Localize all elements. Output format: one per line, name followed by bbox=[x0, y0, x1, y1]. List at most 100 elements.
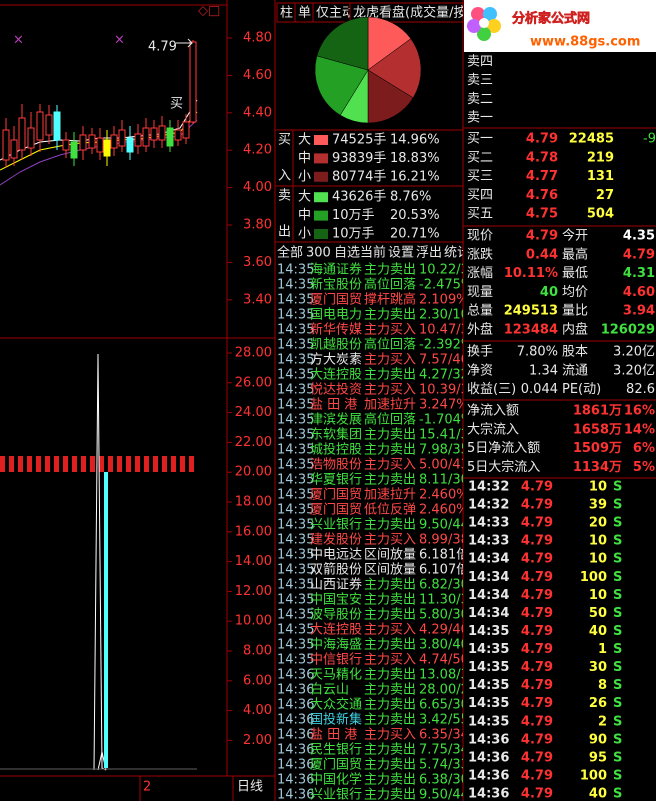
filter-tab[interactable]: 当前 bbox=[360, 245, 386, 261]
quote-value: 4.60 bbox=[623, 285, 655, 300]
quote-label: 均价 bbox=[562, 285, 588, 300]
candle-body bbox=[166, 127, 174, 147]
event-stock[interactable]: 厦门国贸 bbox=[310, 293, 362, 308]
flow-swatch bbox=[314, 192, 328, 203]
flow-swatch bbox=[314, 229, 328, 239]
event-stock[interactable]: 城投控股 bbox=[310, 442, 362, 458]
event-stock[interactable]: 中国宝安 bbox=[310, 593, 362, 608]
window-icons[interactable]: ◇□ bbox=[198, 4, 220, 19]
flow-amount: 1509万 bbox=[573, 441, 622, 456]
event-stock[interactable]: 波导股份 bbox=[310, 608, 362, 623]
tab[interactable] bbox=[349, 2, 463, 23]
candle-body bbox=[62, 139, 70, 151]
event-stock[interactable]: 东软集团 bbox=[310, 427, 362, 443]
event-value: 3.247% bbox=[419, 398, 469, 413]
event-time: 14:35 bbox=[277, 383, 314, 398]
event-action: 主力卖出 bbox=[364, 743, 416, 758]
flow-size: 大 bbox=[298, 133, 311, 148]
event-value: 6.65/30 bbox=[419, 698, 469, 713]
event-value: 7.98/35 bbox=[419, 443, 469, 458]
pie-slice bbox=[367, 38, 422, 99]
bid-price: 4.77 bbox=[526, 169, 558, 184]
event-stock[interactable]: 兴业银行 bbox=[310, 788, 362, 801]
flow-size: 小 bbox=[298, 169, 311, 184]
event-stock[interactable]: 白云山 bbox=[310, 682, 349, 698]
tab-label[interactable]: 柱 bbox=[280, 6, 293, 21]
event-stock[interactable]: 新华传媒 bbox=[310, 322, 362, 338]
event-stock[interactable]: 海通证券 bbox=[310, 262, 362, 278]
event-action: 主力卖出 bbox=[364, 473, 416, 488]
event-stock[interactable]: 华夏银行 bbox=[310, 473, 362, 488]
event-action: 高位回落 bbox=[364, 337, 416, 353]
tick-side: S bbox=[613, 678, 622, 693]
event-stock[interactable]: 中国化学 bbox=[310, 772, 362, 788]
event-stock[interactable]: 厦门国贸 bbox=[310, 503, 362, 518]
event-time: 14:35 bbox=[277, 443, 314, 458]
event-stock[interactable]: 津滨发展 bbox=[310, 412, 362, 428]
filter-tab[interactable]: 浮出 bbox=[416, 246, 442, 261]
quote-value: 0.44 bbox=[526, 247, 558, 262]
filter-tab[interactable]: 统计 bbox=[444, 246, 470, 261]
event-stock[interactable]: 厦门国贸 bbox=[310, 488, 362, 503]
fundamental-label: 换手 bbox=[467, 345, 493, 360]
indicator-axis-label: 2.00 bbox=[243, 733, 272, 748]
tick-price: 4.79 bbox=[521, 750, 553, 765]
event-stock[interactable]: 浩物股份 bbox=[310, 458, 362, 473]
price-axis-label: 3.60 bbox=[243, 255, 272, 270]
event-stock[interactable]: 新宝股份 bbox=[310, 277, 362, 293]
flow-volume: 80774手 bbox=[332, 169, 386, 184]
flow-swatch bbox=[314, 135, 328, 145]
event-stock[interactable]: 国电电力 bbox=[310, 308, 362, 323]
filter-tab[interactable]: 自选 bbox=[334, 246, 360, 261]
event-time: 14:35 bbox=[277, 278, 314, 293]
filter-tab[interactable]: 300 bbox=[306, 246, 331, 261]
event-stock[interactable]: 天马精化 bbox=[310, 668, 362, 683]
event-stock[interactable]: 中电远达 bbox=[310, 548, 362, 563]
tick-side: S bbox=[613, 480, 622, 495]
bid-price: 4.75 bbox=[526, 207, 558, 222]
event-stock[interactable]: 建发股份 bbox=[310, 532, 362, 548]
ask-label: 卖二 bbox=[467, 92, 493, 107]
indicator-axis-label: 10.00 bbox=[235, 614, 272, 629]
event-stock[interactable]: 中信银行 bbox=[310, 653, 362, 668]
event-time: 14:35 bbox=[277, 413, 314, 428]
event-stock[interactable]: 兴业银行 bbox=[310, 518, 362, 533]
tab-label[interactable]: 单 bbox=[298, 6, 311, 21]
period-tab[interactable]: 日线 bbox=[237, 780, 263, 795]
event-stock[interactable]: 大众交通 bbox=[310, 697, 362, 713]
event-stock[interactable]: 盐 田 港 bbox=[310, 398, 357, 413]
event-stock[interactable]: 中海海盛 bbox=[310, 638, 362, 653]
event-stock[interactable]: 方大炭素 bbox=[310, 352, 362, 368]
event-stock[interactable]: 大连控股 bbox=[310, 367, 362, 383]
quote-label: 最低 bbox=[562, 266, 588, 281]
pie-slice bbox=[367, 69, 414, 124]
page-index[interactable]: 2 bbox=[143, 780, 151, 795]
tick-volume: 10 bbox=[589, 480, 607, 495]
event-stock[interactable]: 悦达投资 bbox=[310, 382, 362, 398]
logo-center bbox=[479, 18, 489, 28]
flow-label: 大宗流入 bbox=[467, 421, 519, 437]
event-stock[interactable]: 双箭股份 bbox=[310, 562, 362, 578]
event-stock[interactable]: 民生银行 bbox=[310, 743, 362, 758]
bid-volume: 27 bbox=[596, 188, 614, 203]
event-stock[interactable]: 国投新集 bbox=[310, 712, 362, 728]
flow-volume: 43626手 bbox=[332, 190, 386, 205]
tick-side: S bbox=[613, 732, 622, 747]
event-value: 28.00/2 bbox=[419, 683, 469, 698]
flow-side: 买 bbox=[278, 133, 291, 148]
tick-time: 14:32 bbox=[468, 480, 509, 495]
filter-tab[interactable]: 全部 bbox=[277, 245, 303, 261]
tab-label[interactable]: 龙虎看盘(成交量/按 bbox=[353, 5, 466, 21]
event-time: 14:36 bbox=[277, 743, 314, 758]
event-stock[interactable]: 凯越股份 bbox=[310, 338, 362, 353]
fundamental-label: 净资 bbox=[467, 363, 493, 378]
filter-tab[interactable]: 设置 bbox=[388, 246, 414, 261]
event-stock[interactable]: 盐 田 港 bbox=[310, 728, 357, 743]
event-stock[interactable]: 厦门国贸 bbox=[310, 758, 362, 773]
flow-pct: 20.53% bbox=[390, 208, 440, 223]
event-stock[interactable]: 山西证券 bbox=[310, 577, 362, 593]
candle-body bbox=[79, 134, 87, 151]
event-stock[interactable]: 大连控股 bbox=[310, 622, 362, 638]
tick-price: 4.79 bbox=[521, 696, 553, 711]
tab-label[interactable]: 仅主动 bbox=[316, 6, 355, 21]
